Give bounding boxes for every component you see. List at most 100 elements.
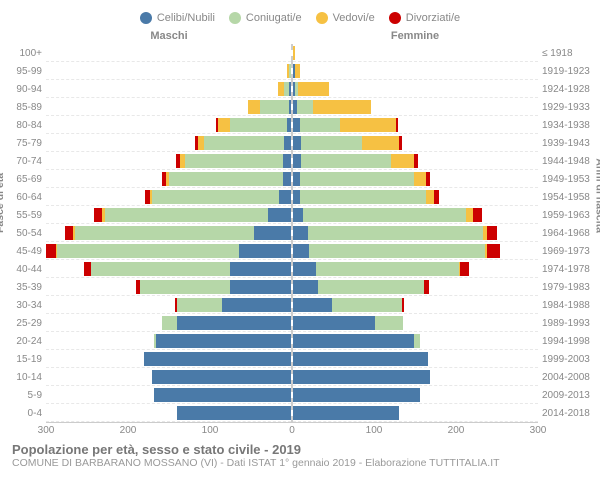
bar-segment [316,262,459,276]
age-label: 45-49 [4,246,46,257]
age-label: 0-4 [4,408,46,419]
bar-segment [414,154,418,168]
bar-segment [169,172,283,186]
birth-year-label: 1924-1928 [538,84,596,95]
birth-year-label: 1984-1988 [538,300,596,311]
legend-swatch-divorced [389,12,401,24]
bar-female [293,224,538,242]
legend-label: Divorziati/e [406,12,460,24]
birth-year-label: 2004-2008 [538,372,596,383]
bar-segment [91,262,230,276]
legend-label: Vedovi/e [333,12,375,24]
bar-segment [94,208,102,222]
bar-segment [293,406,399,420]
age-label: 70-74 [4,156,46,167]
bar-segment [204,136,284,150]
bar-segment [362,136,399,150]
bar-segment [268,208,291,222]
bar-segment [230,118,287,132]
birth-year-label: 1964-1968 [538,228,596,239]
x-axis: 3002001000 100200300 [4,422,596,438]
birth-year-label: 2009-2013 [538,390,596,401]
legend-item-divorced: Divorziati/e [389,12,460,24]
bar-female [293,62,538,80]
bar-male [46,314,291,332]
bar-segment [414,334,421,348]
bar-female [293,44,538,62]
table-row: 0-4 2014-2018 [4,404,596,422]
bar-male [46,296,291,314]
bar-segment [487,244,499,258]
birth-year-label: 1959-1963 [538,210,596,221]
bar-segment [144,352,291,366]
bar-segment [295,64,300,78]
table-row: 5-92009-2013 [4,386,596,404]
bar-segment [391,154,414,168]
chart-rows: 100+≤ 191895-991919-192390-941924-192885… [4,44,596,422]
table-row: 25-291989-1993 [4,314,596,332]
birth-year-label: 1949-1953 [538,174,596,185]
bar-female [293,314,538,332]
bar-male [46,350,291,368]
bar-segment [301,154,391,168]
bar-segment [279,190,291,204]
bar-segment [254,226,291,240]
bar-segment [318,280,424,294]
bar-segment [293,280,318,294]
population-pyramid-chart: Celibi/Nubili Coniugati/e Vedovi/e Divor… [0,0,600,500]
bar-segment [309,244,485,258]
table-row: 90-941924-1928 [4,80,596,98]
legend-label: Celibi/Nubili [157,12,215,24]
bar-segment [289,82,291,96]
bar-male [46,152,291,170]
bar-segment [177,298,222,312]
bar-segment [260,100,289,114]
age-label: 85-89 [4,102,46,113]
legend-swatch-single [140,12,152,24]
birth-year-label: 1969-1973 [538,246,596,257]
header-female: Femmine [292,30,538,42]
chart-subtitle: COMUNE DI BARBARANO MOSSANO (VI) - Dati … [12,457,596,469]
birth-year-label: 2014-2018 [538,408,596,419]
bar-segment [230,262,291,276]
table-row: 35-391979-1983 [4,278,596,296]
bar-segment [293,46,295,60]
bar-female [293,242,538,260]
birth-year-label: 1979-1983 [538,282,596,293]
bar-segment [152,370,291,384]
bar-segment [154,388,291,402]
legend-item-widowed: Vedovi/e [316,12,375,24]
age-label: 100+ [4,48,46,59]
bar-segment [57,244,238,258]
bar-segment [230,280,291,294]
bar-male [46,332,291,350]
legend-label: Coniugati/e [246,12,302,24]
bar-male [46,116,291,134]
bar-female [293,368,538,386]
bar-male [46,98,291,116]
bar-segment [152,190,279,204]
birth-year-label: 1944-1948 [538,156,596,167]
birth-year-label: 1919-1923 [538,66,596,77]
age-label: 65-69 [4,174,46,185]
x-tick: 100 [202,425,219,436]
bar-male [46,260,291,278]
bar-segment [239,244,291,258]
age-label: 60-64 [4,192,46,203]
birth-year-label: 1999-2003 [538,354,596,365]
table-row: 65-69 1949-1953 [4,170,596,188]
bar-segment [297,100,313,114]
table-row: 70-74 1944-1948 [4,152,596,170]
table-row: 80-841934-1938 [4,116,596,134]
chart-title: Popolazione per età, sesso e stato civil… [12,442,596,457]
bar-segment [300,118,341,132]
table-row: 60-641954-1958 [4,188,596,206]
bar-segment [399,136,401,150]
bar-segment [287,118,291,132]
bar-segment [300,190,427,204]
bar-segment [156,334,291,348]
column-headers: Maschi Femmine [4,28,596,44]
bar-female [293,278,538,296]
bar-female [293,170,538,188]
birth-year-label: 1989-1993 [538,318,596,329]
